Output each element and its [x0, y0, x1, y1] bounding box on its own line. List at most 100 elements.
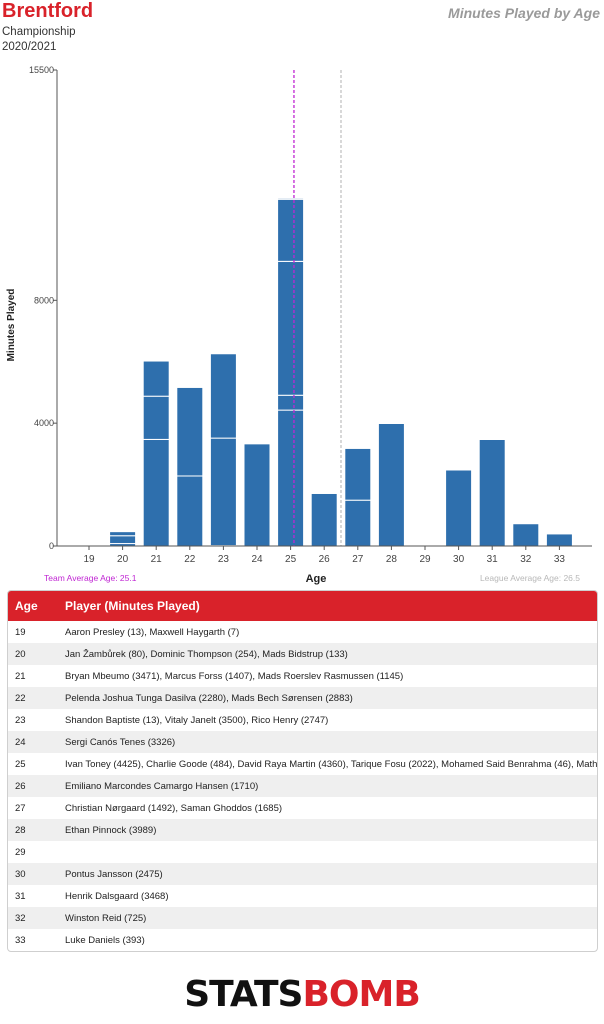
team-average-label: Team Average Age: 25.1: [44, 573, 137, 583]
row-age: 29: [15, 846, 26, 858]
row-players: Ivan Toney (4425), Charlie Goode (484), …: [65, 758, 597, 770]
table-row: 23 Shandon Baptiste (13), Vitaly Janelt (…: [8, 709, 597, 731]
row-players: Bryan Mbeumo (3471), Marcus Forss (1407)…: [65, 670, 404, 682]
y-tick-label: 0: [49, 541, 54, 551]
bar-segment: [209, 437, 237, 547]
row-age: 21: [15, 670, 26, 682]
bar-segment: [176, 386, 204, 477]
x-tick-label: 33: [554, 554, 566, 565]
table-row: 21 Bryan Mbeumo (3471), Marcus Forss (140…: [8, 665, 597, 687]
row-age: 27: [15, 802, 26, 814]
row-age: 28: [15, 824, 26, 836]
table-row: 19 Aaron Presley (13), Maxwell Haygarth (…: [8, 621, 597, 643]
table-header: Age Player (Minutes Played): [8, 591, 597, 621]
bar-segment: [142, 395, 170, 440]
y-tick-label: 15500: [29, 65, 54, 75]
row-players: Winston Reid (725): [65, 912, 147, 924]
table-row: 29: [8, 841, 597, 863]
table-row: 30 Pontus Jansson (2475): [8, 863, 597, 885]
x-tick-label: 19: [83, 554, 95, 565]
table-body: 19 Aaron Presley (13), Maxwell Haygarth (…: [8, 621, 597, 951]
bar-segment: [209, 353, 237, 439]
season-label: 2020/2021: [2, 41, 57, 53]
bar-segment: [109, 535, 137, 545]
x-tick-label: 29: [419, 554, 431, 565]
league-average-label: League Average Age: 26.5: [480, 573, 580, 583]
bar-segment: [243, 443, 271, 547]
competition-label: Championship: [2, 26, 76, 38]
y-tick-label: 4000: [34, 418, 54, 428]
x-tick-label: 22: [184, 554, 196, 565]
chart-title: Minutes Played by Age: [448, 5, 600, 21]
bar-segment: [142, 438, 170, 547]
y-axis-label: Minutes Played: [6, 289, 17, 362]
table-row: 26 Emiliano Marcondes Camargo Hansen (171…: [8, 775, 597, 797]
row-age: 19: [15, 626, 26, 638]
bar-segment: [277, 409, 305, 547]
row-age: 22: [15, 692, 26, 704]
row-players: Henrik Dalsgaard (3468): [65, 890, 169, 902]
row-age: 24: [15, 736, 26, 748]
y-tick-label: 8000: [34, 295, 54, 305]
x-tick-label: 32: [520, 554, 532, 565]
row-players: Sergi Canós Tenes (3326): [65, 736, 176, 748]
bar-segment: [277, 197, 305, 199]
bar-segment: [377, 422, 405, 547]
bar-segment: [344, 447, 372, 501]
row-players: Pelenda Joshua Tunga Dasilva (2280), Mad…: [65, 692, 353, 704]
row-players: Shandon Baptiste (13), Vitaly Janelt (35…: [65, 714, 329, 726]
logo-stats: STATS: [184, 973, 303, 1015]
bar-segment: [142, 360, 170, 397]
row-players: Jan Žambůrek (80), Dominic Thompson (254…: [65, 648, 348, 660]
bar-segment: [478, 438, 506, 547]
logo-bomb: BOMB: [302, 973, 420, 1015]
table-row: 20 Jan Žambůrek (80), Dominic Thompson (2…: [8, 643, 597, 665]
players-column-header: Player (Minutes Played): [65, 599, 200, 613]
row-players: Luke Daniels (393): [65, 934, 145, 946]
bar-segment: [445, 469, 473, 547]
row-age: 33: [15, 934, 26, 946]
table-row: 27 Christian Nørgaard (1492), Saman Ghodd…: [8, 797, 597, 819]
x-axis-label: Age: [306, 573, 327, 585]
players-table: Age Player (Minutes Played) 19 Aaron Pres…: [7, 590, 598, 952]
table-row: 22 Pelenda Joshua Tunga Dasilva (2280), M…: [8, 687, 597, 709]
bar-segment: [277, 394, 305, 411]
table-row: 28 Ethan Pinnock (3989): [8, 819, 597, 841]
bar-segment: [310, 492, 338, 547]
row-players: Emiliano Marcondes Camargo Hansen (1710): [65, 780, 259, 792]
row-players: Pontus Jansson (2475): [65, 868, 163, 880]
row-age: 30: [15, 868, 26, 880]
row-players: Christian Nørgaard (1492), Saman Ghoddos…: [65, 802, 283, 814]
row-players: Ethan Pinnock (3989): [65, 824, 157, 836]
bar-segment: [277, 260, 305, 396]
table-row: 31 Henrik Dalsgaard (3468): [8, 885, 597, 907]
bar-segment: [176, 475, 204, 547]
row-players: Aaron Presley (13), Maxwell Haygarth (7): [65, 626, 240, 638]
row-age: 23: [15, 714, 26, 726]
x-tick-label: 20: [117, 554, 129, 565]
x-tick-label: 26: [319, 554, 331, 565]
bar-segment: [109, 531, 137, 537]
x-tick-label: 28: [386, 554, 398, 565]
bar-segment: [512, 523, 540, 547]
x-tick-label: 31: [487, 554, 499, 565]
x-tick-label: 27: [352, 554, 364, 565]
table-row: 24 Sergi Canós Tenes (3326): [8, 731, 597, 753]
table-row: 33 Luke Daniels (393): [8, 929, 597, 951]
row-age: 31: [15, 890, 26, 902]
x-tick-label: 30: [453, 554, 465, 565]
table-row: 25 Ivan Toney (4425), Charlie Goode (484)…: [8, 753, 597, 775]
bar-segment: [344, 499, 372, 547]
x-tick-label: 21: [151, 554, 163, 565]
row-age: 26: [15, 780, 26, 792]
statsbomb-logo: STATS BOMB: [163, 972, 441, 1016]
row-age: 25: [15, 758, 26, 770]
age-column-header: Age: [15, 599, 38, 613]
team-name: Brentford: [2, 0, 94, 22]
row-age: 20: [15, 648, 26, 660]
minutes-by-age-chart: 0 4000 8000 15500 19 20 21 22 23 24 25 26 27 28 29 30 31…: [6, 65, 592, 585]
bar-segment: [277, 198, 305, 262]
row-age: 32: [15, 912, 26, 924]
table-row: 32 Winston Reid (725): [8, 907, 597, 929]
x-tick-label: 24: [251, 554, 263, 565]
